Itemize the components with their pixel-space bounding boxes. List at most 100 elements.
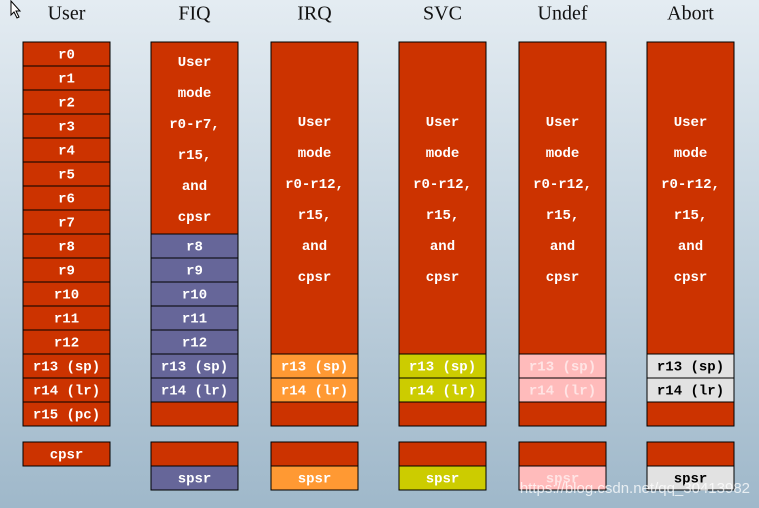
shared-block [518,41,607,355]
register-cell [22,233,111,259]
shared-text: and [678,239,703,255]
register-label: r11 [182,312,207,328]
shared-block [398,41,487,355]
status-cell [646,465,735,491]
register-cell [518,353,607,379]
status-label: spsr [298,472,332,488]
mode-header: User [48,3,86,25]
shared-text: cpsr [298,270,332,286]
shared-text: User [546,115,580,131]
status-label: spsr [674,472,708,488]
cpsr-cell [398,441,487,467]
register-label: r13 (sp) [161,360,228,376]
cursor [10,0,22,19]
shared-text: r15, [178,148,212,164]
register-label: r0 [58,48,75,64]
pc-cell [518,401,607,427]
register-cell [646,377,735,403]
register-label: r10 [182,288,207,304]
register-label: r14 (lr) [33,384,100,400]
pc-cell [270,401,359,427]
register-cell [22,401,111,427]
register-cell [150,233,239,259]
status-label: spsr [546,472,580,488]
register-cell [22,113,111,139]
register-label: r1 [58,72,75,88]
register-label: r13 (sp) [33,360,100,376]
cpsr-cell [646,441,735,467]
register-cell [150,353,239,379]
register-cell [22,41,111,67]
register-cell [22,161,111,187]
shared-text: mode [298,146,332,162]
shared-text: r0-r12, [413,177,472,193]
shared-text: User [298,115,332,131]
register-cell [150,329,239,355]
register-label: r4 [58,144,75,160]
status-cell [518,465,607,491]
register-cell [22,329,111,355]
register-label: r13 (sp) [657,360,724,376]
register-label: r14 (lr) [409,384,476,400]
register-cell [150,281,239,307]
register-cell [646,353,735,379]
register-cell [22,209,111,235]
watermark: https://blog.csdn.net/qq_30413982 [520,480,750,497]
shared-text: and [430,239,455,255]
register-label: r15 (pc) [33,408,100,424]
register-cell [150,377,239,403]
register-cell [22,185,111,211]
shared-text: r0-r12, [661,177,720,193]
register-label: r12 [54,336,79,352]
register-label: r14 (lr) [657,384,724,400]
mode-header: IRQ [297,3,332,25]
mode-header: Abort [667,3,714,25]
mode-header: SVC [423,3,462,25]
cpsr-cell [270,441,359,467]
register-label: r3 [58,120,75,136]
register-cell [270,377,359,403]
status-cell [398,465,487,491]
register-cell [270,353,359,379]
pc-cell [646,401,735,427]
register-label: r14 (lr) [529,384,596,400]
register-cell [22,377,111,403]
cpsr-cell [518,441,607,467]
status-label: spsr [426,472,460,488]
shared-text: cpsr [426,270,460,286]
register-cell [398,377,487,403]
shared-text: r15, [298,208,332,224]
shared-text: User [674,115,708,131]
register-label: r9 [186,264,203,280]
shared-block [150,41,239,235]
register-cell [150,257,239,283]
register-label: r14 (lr) [161,384,228,400]
shared-text: cpsr [178,210,212,226]
shared-text: mode [426,146,460,162]
shared-text: and [302,239,327,255]
register-label: r8 [186,240,203,256]
shared-block [270,41,359,355]
register-label: r10 [54,288,79,304]
shared-text: User [426,115,460,131]
shared-text: r15, [674,208,708,224]
shared-text: cpsr [546,270,580,286]
mode-header: FIQ [178,3,211,25]
shared-text: cpsr [674,270,708,286]
shared-text: r0-r7, [169,117,219,133]
shared-text: mode [674,146,708,162]
register-label: r6 [58,192,75,208]
cpsr-cell [150,441,239,467]
register-cell [22,281,111,307]
register-label: r13 (sp) [409,360,476,376]
shared-text: and [550,239,575,255]
shared-text: r15, [426,208,460,224]
register-label: r9 [58,264,75,280]
mode-header: Undef [538,3,588,25]
register-cell [150,305,239,331]
register-label: r11 [54,312,79,328]
register-label: r5 [58,168,75,184]
shared-block [646,41,735,355]
